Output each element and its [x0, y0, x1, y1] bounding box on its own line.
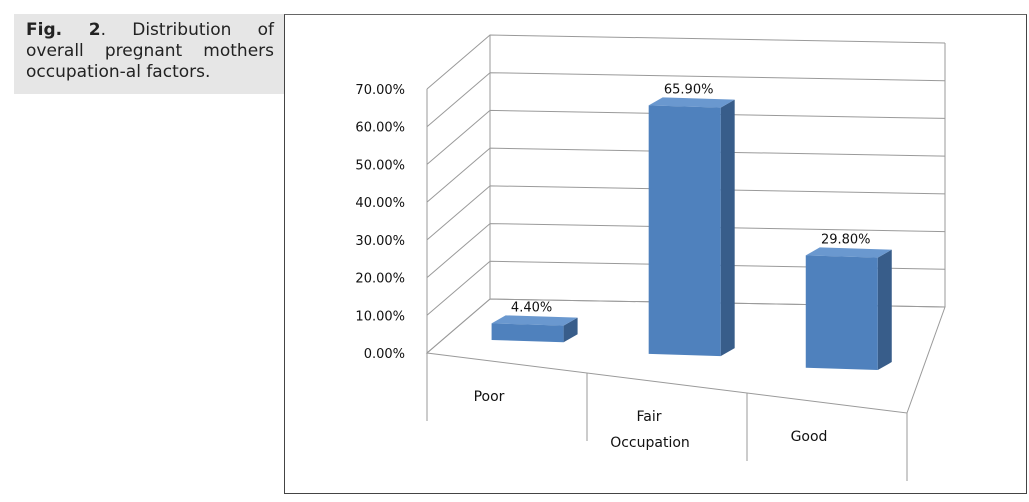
- category-label: Fair: [637, 409, 662, 425]
- y-tick-label: 50.00%: [355, 158, 405, 173]
- y-tick-label: 40.00%: [355, 196, 405, 211]
- bar: [648, 105, 721, 357]
- figure-caption: Fig. 2. Distribution of overall pregnant…: [14, 14, 284, 94]
- category-label: Good: [791, 429, 828, 445]
- chart-frame: 0.00% 10.00% 20.00% 30.00% 40.00% 50.00% 60.00…: [284, 14, 1027, 494]
- bar-side: [563, 317, 578, 343]
- data-label: 4.40%: [511, 300, 552, 315]
- data-label: 29.80%: [821, 232, 871, 247]
- y-tick-label: 70.00%: [355, 83, 405, 98]
- bar: [805, 255, 878, 371]
- bar-side: [720, 99, 735, 357]
- figure-label: Fig. 2: [26, 20, 101, 40]
- bars: [491, 97, 892, 371]
- x-axis-label: Occupation: [610, 435, 690, 451]
- bar-top: [648, 97, 735, 108]
- y-tick-label: 60.00%: [355, 121, 405, 136]
- y-tick-label: 30.00%: [355, 234, 405, 249]
- y-tick-label: 20.00%: [355, 272, 405, 287]
- bar-top: [805, 247, 892, 258]
- gridline: [426, 34, 946, 90]
- bar-chart: 0.00% 10.00% 20.00% 30.00% 40.00% 50.00% 60.00…: [355, 34, 946, 481]
- y-tick-label: 0.00%: [364, 347, 405, 362]
- grid-layer: [425, 34, 946, 481]
- y-tick-labels: 0.00% 10.00% 20.00% 30.00% 40.00% 50.00% 60.00…: [355, 83, 405, 362]
- bar-top: [491, 315, 578, 326]
- figure-caption-text: . Distribution of overall pregnant mothe…: [26, 20, 274, 82]
- data-labels: 4.40% 65.90% 29.80%: [511, 82, 871, 315]
- data-label: 65.90%: [664, 82, 714, 97]
- bar: [491, 323, 564, 343]
- y-tick-label: 10.00%: [355, 309, 405, 324]
- category-labels: Poor Fair Good: [474, 389, 828, 445]
- bar-side: [877, 249, 892, 371]
- category-label: Poor: [474, 389, 505, 405]
